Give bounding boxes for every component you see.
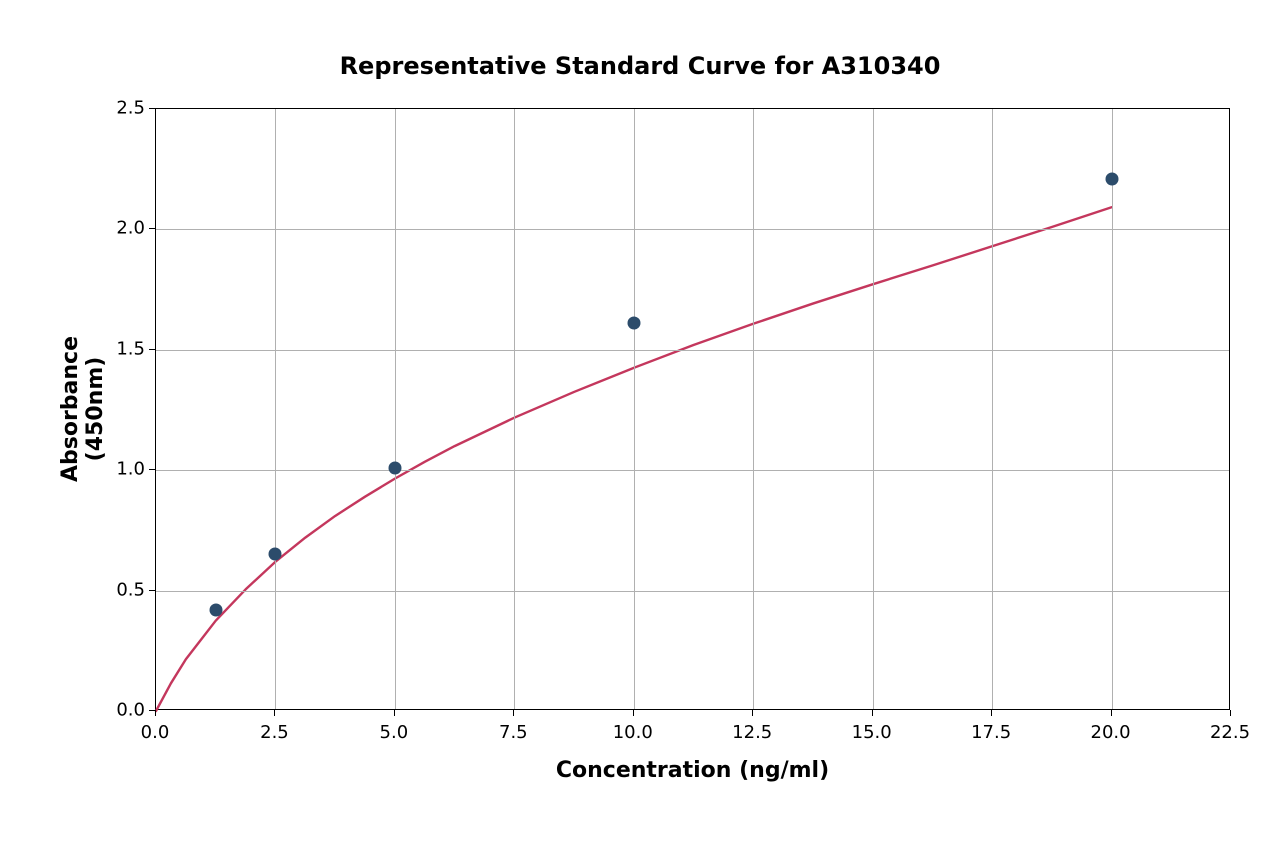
x-tick-mark — [155, 710, 156, 716]
y-axis-label: Absorbance (450nm) — [58, 289, 108, 529]
x-tick-mark — [394, 710, 395, 716]
y-tick-mark — [149, 108, 155, 109]
x-tick-label: 22.5 — [1210, 722, 1250, 743]
y-tick-label: 2.0 — [107, 218, 145, 239]
y-tick-label: 1.5 — [107, 338, 145, 359]
grid-line-horizontal — [156, 591, 1229, 592]
grid-line-vertical — [753, 109, 754, 709]
x-tick-mark — [872, 710, 873, 716]
x-tick-label: 5.0 — [380, 722, 409, 743]
data-point — [627, 317, 640, 330]
x-tick-mark — [633, 710, 634, 716]
x-tick-label: 2.5 — [260, 722, 289, 743]
y-tick-label: 2.5 — [107, 98, 145, 119]
x-axis-label: Concentration (ng/ml) — [155, 758, 1230, 783]
x-tick-label: 12.5 — [732, 722, 772, 743]
x-tick-label: 0.0 — [141, 722, 170, 743]
grid-line-horizontal — [156, 470, 1229, 471]
y-tick-mark — [149, 349, 155, 350]
grid-line-vertical — [514, 109, 515, 709]
grid-line-vertical — [873, 109, 874, 709]
plot-area — [155, 108, 1230, 710]
x-tick-mark — [1230, 710, 1231, 716]
x-tick-mark — [274, 710, 275, 716]
data-point — [1105, 172, 1118, 185]
x-tick-label: 20.0 — [1091, 722, 1131, 743]
chart-title: Representative Standard Curve for A31034… — [0, 52, 1280, 80]
x-tick-label: 7.5 — [499, 722, 528, 743]
y-tick-label: 0.0 — [107, 700, 145, 721]
grid-line-vertical — [634, 109, 635, 709]
x-tick-mark — [991, 710, 992, 716]
y-tick-mark — [149, 710, 155, 711]
curve-svg — [156, 109, 1229, 709]
x-tick-label: 17.5 — [971, 722, 1011, 743]
x-tick-mark — [752, 710, 753, 716]
grid-line-horizontal — [156, 229, 1229, 230]
x-tick-label: 10.0 — [613, 722, 653, 743]
y-tick-label: 0.5 — [107, 579, 145, 600]
x-tick-mark — [513, 710, 514, 716]
x-tick-mark — [1111, 710, 1112, 716]
y-tick-label: 1.0 — [107, 459, 145, 480]
y-tick-mark — [149, 469, 155, 470]
grid-line-vertical — [275, 109, 276, 709]
data-point — [388, 461, 401, 474]
grid-line-horizontal — [156, 350, 1229, 351]
y-tick-mark — [149, 228, 155, 229]
grid-line-vertical — [395, 109, 396, 709]
data-point — [269, 548, 282, 561]
data-point — [209, 603, 222, 616]
grid-line-vertical — [992, 109, 993, 709]
chart-container: Representative Standard Curve for A31034… — [0, 0, 1280, 845]
y-tick-mark — [149, 590, 155, 591]
grid-line-vertical — [1112, 109, 1113, 709]
x-tick-label: 15.0 — [852, 722, 892, 743]
